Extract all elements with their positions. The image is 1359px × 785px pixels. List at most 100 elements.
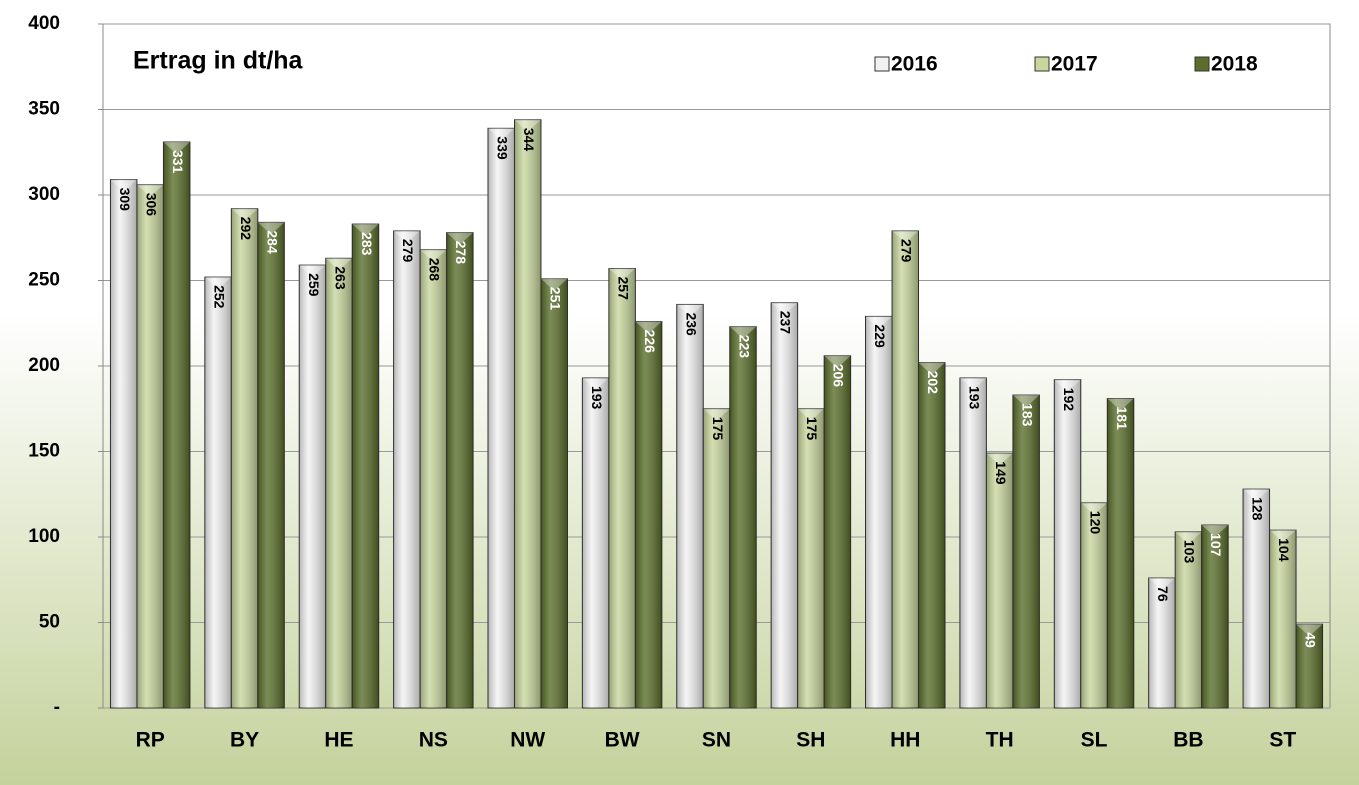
data-label: 306: [143, 193, 159, 217]
bar-cap: [540, 278, 568, 291]
y-tick-label: 100: [28, 526, 60, 547]
x-tick-label: HE: [324, 729, 353, 752]
bar: [393, 230, 421, 709]
bar-cap: [892, 230, 919, 243]
data-label: 229: [872, 324, 888, 348]
bar: [823, 355, 852, 709]
data-label: 183: [1019, 403, 1035, 427]
legend-label: 2017: [1051, 53, 1098, 76]
bar-cap: [1175, 531, 1202, 544]
bar-cap: [918, 362, 946, 375]
bar: [136, 184, 164, 709]
data-label: 181: [1114, 406, 1130, 430]
data-label: 292: [238, 217, 254, 241]
bar: [513, 119, 542, 709]
data-label: 284: [264, 230, 280, 254]
data-label: 278: [453, 241, 469, 265]
bar-cap: [163, 141, 190, 154]
bar: [540, 278, 568, 709]
data-label: 279: [899, 239, 915, 263]
bar-cap: [257, 222, 285, 235]
data-label: 223: [736, 335, 752, 359]
bar-cap: [1148, 578, 1176, 591]
bar-cap: [676, 304, 704, 317]
bar: [446, 232, 474, 709]
x-tick-label: SN: [702, 729, 731, 752]
data-label: 226: [642, 330, 658, 354]
data-label: 252: [211, 285, 227, 309]
bar: [608, 268, 636, 709]
bar-cap: [325, 258, 353, 271]
data-label: 236: [683, 312, 699, 336]
bar: [959, 377, 987, 709]
y-tick-label: 200: [28, 355, 60, 376]
data-label: 344: [521, 128, 537, 152]
bar: [1012, 394, 1040, 709]
bar-cap: [110, 179, 137, 192]
data-label: 49: [1303, 632, 1319, 648]
data-label: 339: [495, 136, 511, 160]
data-label: 175: [710, 417, 726, 441]
bar: [325, 257, 353, 709]
data-label: 175: [804, 417, 820, 441]
data-label: 263: [332, 266, 348, 290]
bar-cap: [986, 453, 1013, 466]
bar-cap: [824, 355, 851, 368]
data-label: 237: [778, 311, 794, 335]
data-label: 251: [548, 287, 564, 311]
legend-label: 2018: [1211, 53, 1258, 76]
bar: [918, 362, 946, 709]
legend-swatch: [1194, 56, 1210, 72]
data-label: 120: [1087, 511, 1103, 535]
bar-cap: [608, 268, 636, 281]
x-tick-label: TH: [986, 729, 1014, 752]
bar: [162, 141, 191, 709]
bar-cap: [1107, 398, 1134, 411]
bar-cap: [420, 249, 447, 262]
bar-cap: [1012, 395, 1040, 408]
data-label: 268: [427, 258, 443, 282]
bar: [298, 264, 327, 709]
x-tick-label: BB: [1173, 729, 1203, 752]
x-tick-label: HH: [890, 729, 920, 752]
data-label: 206: [831, 364, 847, 388]
x-tick-label: RP: [136, 729, 165, 752]
data-label: 283: [359, 232, 375, 256]
bar-cap: [1269, 530, 1297, 543]
y-tick-label: 350: [28, 99, 60, 120]
x-tick-label: SH: [796, 729, 825, 752]
x-tick-label: NW: [510, 729, 545, 752]
bar: [351, 223, 380, 709]
bar-cap: [1296, 624, 1323, 637]
data-label: 103: [1182, 540, 1198, 564]
bar: [797, 408, 825, 709]
y-tick-label: 50: [39, 612, 60, 633]
bar-cap: [582, 377, 609, 390]
chart-title: Ertrag in dt/ha: [133, 47, 304, 75]
bar: [865, 315, 893, 709]
x-tick-label: ST: [1269, 729, 1296, 752]
bar: [676, 303, 704, 709]
data-label: 128: [1250, 497, 1266, 521]
data-label: 193: [589, 386, 605, 410]
bar: [581, 377, 610, 709]
bar: [1106, 397, 1135, 709]
bar-cap: [1243, 489, 1270, 502]
y-tick-label: 150: [28, 441, 60, 462]
legend-swatch: [874, 56, 890, 72]
bar-cap: [514, 119, 541, 132]
bar-cap: [352, 224, 379, 237]
y-tick-label: 400: [28, 13, 60, 34]
y-tick-label: -: [54, 697, 60, 718]
bar: [891, 230, 920, 709]
bar: [419, 249, 448, 709]
data-label: 257: [615, 277, 631, 301]
bar: [230, 208, 259, 709]
y-tick-label: 250: [28, 270, 60, 291]
x-tick-label: BW: [605, 729, 640, 752]
bar: [634, 321, 663, 709]
bar-cap: [1201, 525, 1229, 538]
bar-cap: [231, 208, 258, 221]
data-label: 279: [400, 239, 416, 263]
